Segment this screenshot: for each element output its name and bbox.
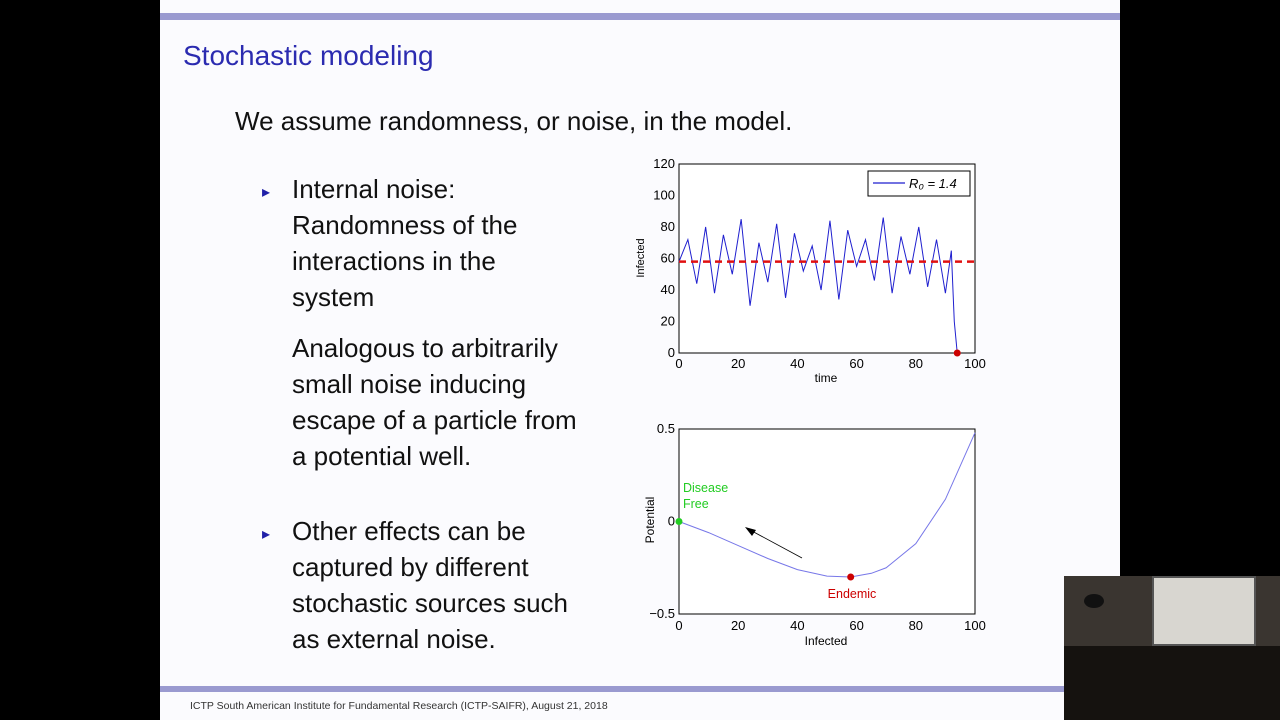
- top-bar: [160, 13, 1120, 20]
- x-tick-label: 80: [909, 356, 923, 371]
- series-line: [678, 217, 958, 354]
- x-tick-label: 40: [790, 356, 804, 371]
- analogy-text: Analogous to arbitrarily small noise ind…: [292, 330, 577, 474]
- y-tick-label: 120: [653, 156, 675, 171]
- disease-free-label: Disease: [683, 481, 728, 495]
- bullet-2-line: Other effects can be: [292, 516, 526, 546]
- x-tick-label: 100: [964, 356, 986, 371]
- video-screen: [1152, 576, 1256, 646]
- footer-bar: [160, 686, 1065, 692]
- x-tick-label: 0: [675, 618, 682, 633]
- footer-text: ICTP South American Institute for Fundam…: [190, 700, 608, 712]
- bullet-marker-1: ▸: [262, 184, 271, 201]
- series-layer: [678, 217, 975, 357]
- analogy-line: a potential well.: [292, 441, 472, 471]
- y-axis-label: Infected: [635, 238, 647, 277]
- disease-free-label: Free: [683, 497, 709, 511]
- slide: Stochastic modeling We assume randomness…: [160, 0, 1120, 720]
- legend-label: R₀ = 1.4: [909, 176, 957, 191]
- y-tick-label: 40: [661, 282, 675, 297]
- x-axis-label: Infected: [805, 634, 848, 648]
- infected-time-chart: 0 20 40 60 80 100 0 20 40 60 80 100 120 time Infecte…: [635, 156, 986, 385]
- bullet-marker-2: ▸: [262, 526, 271, 543]
- bullet-1-line: Randomness of the: [292, 210, 518, 240]
- bullet-2-line: as external noise.: [292, 624, 496, 654]
- x-tick-label: 60: [849, 356, 863, 371]
- y-tick-label: 0: [668, 514, 675, 529]
- y-tick-label: 100: [653, 188, 675, 203]
- series-line: [678, 432, 976, 578]
- bullet-1-text: Internal noise: Randomness of the intera…: [292, 171, 517, 315]
- bullet-1-line: Internal noise:: [292, 174, 456, 204]
- extinction-point: [953, 349, 961, 357]
- endemic-point: [847, 573, 855, 581]
- y-tick-label: 0: [668, 345, 675, 360]
- legend: R₀ = 1.4: [867, 170, 971, 197]
- analogy-line: escape of a particle from: [292, 405, 577, 435]
- x-tick-label: 20: [731, 356, 745, 371]
- x-tick-label: 60: [849, 618, 863, 633]
- bullet-2-line: stochastic sources such: [292, 588, 569, 618]
- slide-title: Stochastic modeling: [183, 40, 434, 71]
- video-object: [1084, 594, 1104, 608]
- plot-area: [678, 428, 976, 615]
- x-tick-label: 20: [731, 618, 745, 633]
- y-tick-label: 20: [661, 314, 675, 329]
- speaker-video-inset: [1064, 576, 1280, 720]
- y-tick-label: 0.5: [657, 421, 675, 436]
- bullet-2-line: captured by different: [292, 552, 529, 582]
- y-tick-label: 80: [661, 219, 675, 234]
- tick-layer: 0 20 40 60 80 100 0 20 40 60 80 100 120: [653, 156, 986, 371]
- x-tick-label: 40: [790, 618, 804, 633]
- bullet-1-line: system: [292, 282, 375, 312]
- video-floor: [1064, 646, 1280, 720]
- lead-text: We assume randomness, or noise, in the m…: [235, 106, 793, 136]
- x-tick-label: 100: [964, 618, 986, 633]
- bullet-2-text: Other effects can be captured by differe…: [292, 513, 568, 657]
- x-axis-label: time: [815, 371, 838, 385]
- x-tick-label: 0: [675, 356, 682, 371]
- series-layer: [675, 432, 976, 581]
- x-tick-label: 80: [909, 618, 923, 633]
- y-tick-label: 60: [661, 251, 675, 266]
- y-tick-label: −0.5: [649, 606, 675, 621]
- escape-arrow: [749, 529, 803, 559]
- analogy-line: small noise inducing: [292, 369, 527, 399]
- endemic-label: Endemic: [828, 587, 877, 601]
- escape-arrow-head: [745, 527, 756, 536]
- disease-free-point: [675, 518, 683, 525]
- bullet-1-line: interactions in the: [292, 246, 496, 276]
- y-axis-label: Potential: [643, 497, 657, 544]
- analogy-line: Analogous to arbitrarily: [292, 333, 558, 363]
